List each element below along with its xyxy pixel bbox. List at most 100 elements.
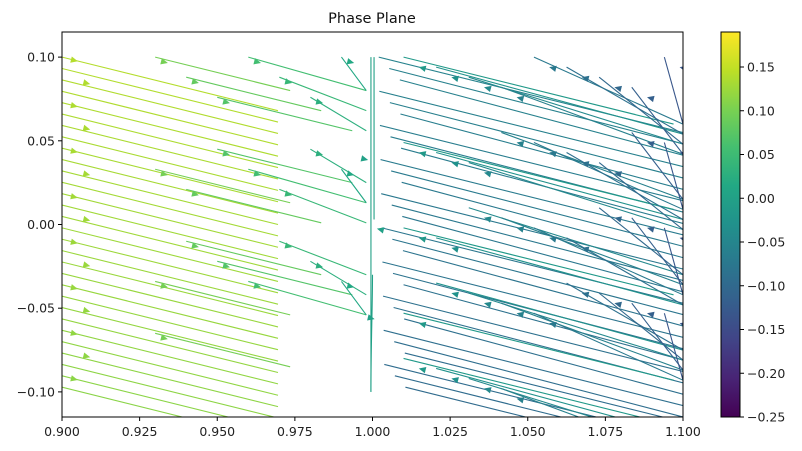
- stream-arrow: [679, 322, 683, 326]
- streamline: [186, 188, 322, 224]
- streamline: [436, 66, 683, 135]
- stream-arrow: [160, 58, 168, 65]
- streamline: [379, 124, 683, 202]
- colorbar-axis: 0.15 0.10 0.05 0.00 −0.05 −0.10 −0.15 −0.20 −0.2…: [740, 60, 785, 425]
- stream-arrow: [253, 170, 262, 177]
- streamline: [62, 329, 279, 385]
- streamline: [436, 367, 618, 417]
- stream-arrow: [647, 311, 655, 319]
- streamline: [533, 312, 683, 381]
- stream-arrow: [160, 170, 168, 177]
- stream-arrow: [614, 301, 622, 308]
- stream-arrow: [284, 78, 293, 85]
- streamline: [155, 280, 291, 316]
- streamline: [663, 313, 683, 381]
- stream-arrow: [581, 161, 590, 168]
- streamline: [501, 131, 683, 200]
- streamline: [533, 141, 683, 210]
- streamline: [663, 56, 683, 125]
- streamline: [62, 238, 279, 294]
- y-tick-label: 0.00: [27, 217, 55, 232]
- y-axis: −0.10 −0.05 0.00 0.05 0.10: [17, 50, 62, 399]
- stream-arrow: [581, 75, 590, 82]
- streamlines: [62, 56, 683, 417]
- stream-arrow: [679, 151, 683, 156]
- stream-arrow: [679, 237, 683, 241]
- streamline: [533, 56, 683, 125]
- stream-arrow: [70, 193, 78, 200]
- stream-arrow: [253, 58, 262, 65]
- stream-arrow: [70, 147, 78, 154]
- stream-arrow: [418, 236, 427, 243]
- streamline: [279, 76, 367, 112]
- stream-arrow: [483, 85, 492, 93]
- colorbar-tick-label: 0.15: [747, 60, 775, 75]
- streamline: [341, 56, 367, 91]
- stream-arrow: [346, 170, 355, 177]
- streamline: [62, 341, 279, 396]
- stream-arrow: [346, 282, 355, 289]
- stream-arrow: [516, 141, 525, 148]
- stream-arrow: [191, 78, 199, 85]
- colorbar-tick-label: −0.10: [747, 278, 785, 293]
- stream-arrow: [70, 56, 78, 63]
- stream-arrow: [581, 246, 590, 253]
- x-tick-label: 0.900: [44, 424, 80, 439]
- stream-arrow: [549, 151, 557, 158]
- streamline: [217, 96, 353, 132]
- streamline: [403, 312, 674, 381]
- streamline: [598, 207, 683, 276]
- streamline: [62, 318, 279, 374]
- streamline: [403, 357, 643, 417]
- streamline: [382, 261, 683, 338]
- colorbar-tick-label: −0.25: [747, 410, 785, 425]
- streamline: [62, 56, 279, 112]
- x-tick-label: 1.025: [432, 424, 468, 439]
- colorbar-tick-label: 0.10: [747, 103, 775, 118]
- stream-arrow: [451, 161, 459, 168]
- streamline: [404, 352, 663, 417]
- streamline: [155, 332, 291, 368]
- streamline: [394, 375, 562, 417]
- streamline: [403, 141, 674, 210]
- colorbar-tick-label: −0.20: [747, 366, 785, 381]
- stream-arrow: [70, 102, 78, 109]
- streamline: [631, 86, 683, 155]
- stream-arrow: [451, 377, 459, 384]
- streamline: [501, 302, 683, 371]
- streamline: [62, 375, 229, 417]
- stream-arrow: [82, 306, 91, 314]
- stream-arrow: [614, 85, 622, 93]
- streamline: [381, 193, 683, 270]
- streamline: [394, 341, 683, 417]
- stream-arrow: [222, 150, 230, 157]
- x-tick-label: 0.975: [277, 424, 313, 439]
- streamline: [389, 102, 683, 179]
- streamline: [62, 227, 279, 282]
- streamline: [248, 56, 367, 92]
- streamline: [62, 284, 279, 339]
- y-tick-label: −0.10: [17, 384, 55, 399]
- stream-arrow: [451, 291, 459, 298]
- streamline: [663, 227, 683, 295]
- streamline: [392, 238, 683, 316]
- streamline: [62, 204, 279, 260]
- streamline: [62, 136, 279, 191]
- streamline: [501, 217, 683, 286]
- stream-arrow: [549, 236, 557, 243]
- streamline: [382, 295, 683, 373]
- stream-arrows: [70, 56, 683, 404]
- streamline: [501, 388, 581, 417]
- x-tick-label: 1.075: [587, 424, 623, 439]
- streamline: [248, 168, 367, 204]
- streamline: [399, 79, 683, 156]
- streamline: [248, 280, 367, 316]
- stream-arrow: [516, 311, 525, 319]
- streamline: [598, 76, 683, 145]
- streamline: [436, 237, 683, 306]
- x-tick-label: 0.950: [199, 424, 235, 439]
- streamline: [403, 56, 674, 125]
- streamline: [62, 90, 279, 146]
- stream-arrow: [315, 150, 324, 157]
- stream-arrow: [581, 291, 590, 298]
